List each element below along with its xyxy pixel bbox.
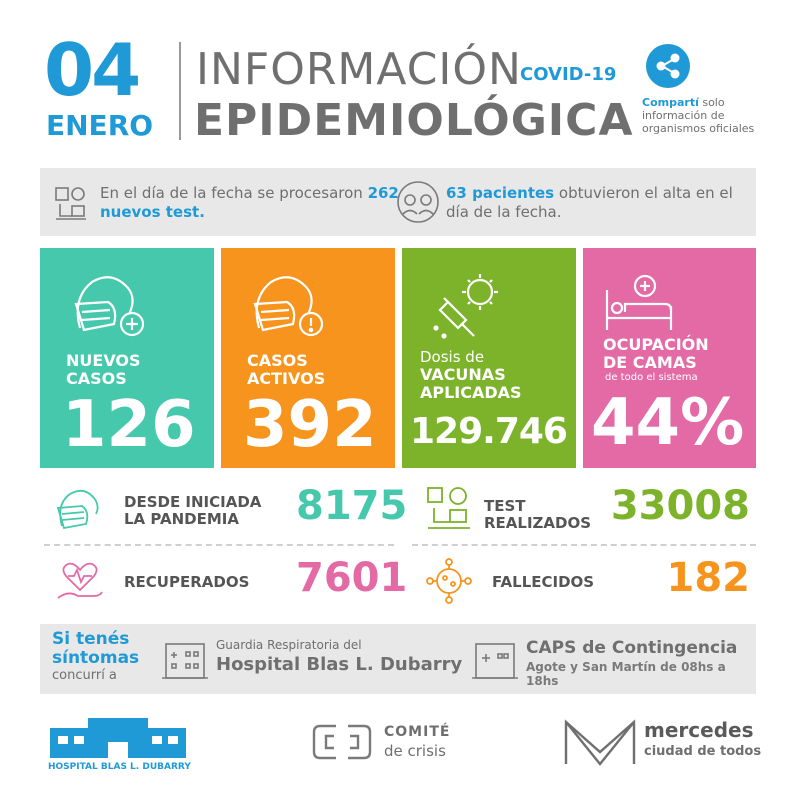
box-nuevos-value: 126 xyxy=(62,388,196,462)
mask-face-icon xyxy=(52,484,108,532)
hospital-building-icon xyxy=(160,636,210,682)
box-camas-sub: de todo el sistema xyxy=(605,372,698,383)
box-nuevos-label-2: CASOS xyxy=(66,369,127,388)
stat-fallecidos-label: FALLECIDOS xyxy=(492,573,595,591)
vaccine-icon xyxy=(422,268,508,344)
stat-test-label: TEST REALIZADOS xyxy=(484,498,591,532)
info-alta-highlight: 63 pacientes xyxy=(446,184,555,202)
lab-icon xyxy=(424,482,476,532)
stat-fallecidos-value: 182 xyxy=(666,555,751,601)
box-nuevos-label: NUEVOS CASOS xyxy=(66,352,141,388)
heart-hand-icon xyxy=(54,558,106,606)
stat-pandemia-label-2: LA PANDEMIA xyxy=(124,510,239,528)
title-informacion: INFORMACIÓN xyxy=(196,44,522,95)
sintomas-line3: concurrí a xyxy=(52,668,117,683)
virus-icon xyxy=(424,556,474,606)
info-alta-post: obtuvieron el alta en el día de la fecha… xyxy=(446,184,733,221)
sintomas-line1: Si tenés xyxy=(52,629,130,649)
stat-recuperados-label: RECUPERADOS xyxy=(124,573,250,591)
box-nuevos-label-1: NUEVOS xyxy=(66,351,141,370)
date-day: 04 xyxy=(44,28,141,112)
title-covid: COVID-19 xyxy=(520,64,617,85)
hospital-name: Hospital Blas L. Dubarry xyxy=(216,654,463,675)
caps-name: CAPS de Contingencia xyxy=(526,638,738,658)
share-notice: Compartí solo información de organismos … xyxy=(642,96,782,135)
info-bar: En el día de la fecha se procesaron 262 … xyxy=(40,168,756,236)
box-vacunas-label-1: VACUNAS xyxy=(420,365,506,384)
header-divider xyxy=(179,42,181,140)
divider-left xyxy=(44,544,394,546)
box-casos-activos: CASOS ACTIVOS 392 xyxy=(221,248,395,468)
hospital-bed-icon xyxy=(601,272,681,334)
caps-addr: Agote y San Martín de 08hs a 18hs xyxy=(526,660,726,688)
info-tests: En el día de la fecha se procesaron 262 … xyxy=(100,184,400,222)
box-camas-label: OCUPACIÓN DE CAMAS xyxy=(603,336,709,372)
mercedes-text-2: ciudad de todos xyxy=(644,744,762,759)
box-camas-value: 44% xyxy=(591,386,745,460)
share-icon[interactable] xyxy=(646,44,690,88)
lab-icon xyxy=(52,182,90,222)
box-activos-label-1: CASOS xyxy=(247,351,308,370)
box-vacunas-pre: Dosis de xyxy=(420,348,485,366)
sintomas-heading: Si tenés síntomas xyxy=(52,630,139,668)
divider-right xyxy=(412,544,756,546)
box-camas: OCUPACIÓN DE CAMAS de todo el sistema 44… xyxy=(583,248,756,468)
mercedes-text-1: mercedes xyxy=(644,718,754,742)
box-vacunas-label: VACUNAS APLICADAS xyxy=(420,366,522,402)
info-tests-pre: En el día de la fecha se procesaron xyxy=(100,184,368,202)
comite-text-2: de crisis xyxy=(384,742,446,760)
stat-test-label-1: TEST xyxy=(484,497,526,515)
stat-pandemia-value: 8175 xyxy=(296,483,408,529)
stat-test-label-2: REALIZADOS xyxy=(484,514,592,532)
box-activos-value: 392 xyxy=(243,388,377,462)
sintomas-bar: Si tenés síntomas concurrí a Guardia Res… xyxy=(40,624,756,694)
stat-test-value: 33008 xyxy=(610,483,750,529)
share-bold: Compartí xyxy=(642,96,699,109)
caps-building-icon xyxy=(470,636,520,682)
hospital-logo xyxy=(48,714,188,760)
stat-pandemia-label-1: DESDE INICIADA xyxy=(124,493,262,511)
share-rest: solo información de organismos oficiales xyxy=(642,96,755,135)
date-month: ENERO xyxy=(46,109,154,142)
box-camas-label-1: OCUPACIÓN xyxy=(603,335,709,354)
box-activos-label-2: ACTIVOS xyxy=(247,369,326,388)
mask-face-icon xyxy=(66,268,150,344)
comite-logo-icon xyxy=(310,722,374,762)
box-nuevos-casos: NUEVOS CASOS 126 xyxy=(40,248,214,468)
doctor-icon xyxy=(396,180,440,224)
comite-text-1: COMITÉ xyxy=(384,724,451,740)
box-camas-label-2: DE CAMAS xyxy=(603,353,697,372)
mask-alert-icon xyxy=(245,268,329,344)
box-vacunas-label-2: APLICADAS xyxy=(420,383,522,402)
title-epidemiologica: EPIDEMIOLÓGICA xyxy=(194,95,634,146)
mercedes-logo-icon xyxy=(562,712,638,768)
hospital-pre: Guardia Respiratoria del xyxy=(216,638,362,652)
info-tests-highlight: 262 nuevos test. xyxy=(100,184,399,221)
box-vacunas: Dosis de VACUNAS APLICADAS 129.746 xyxy=(402,248,576,468)
box-vacunas-value: 129.746 xyxy=(410,411,568,452)
stat-recuperados-value: 7601 xyxy=(296,555,408,601)
hospital-logo-text: HOSPITAL BLAS L. DUBARRY xyxy=(48,762,191,772)
stat-pandemia-label: DESDE INICIADA LA PANDEMIA xyxy=(124,494,261,528)
sintomas-line2: síntomas xyxy=(52,648,140,668)
info-alta: 63 pacientes obtuvieron el alta en el dí… xyxy=(446,184,746,222)
box-activos-label: CASOS ACTIVOS xyxy=(247,352,325,388)
